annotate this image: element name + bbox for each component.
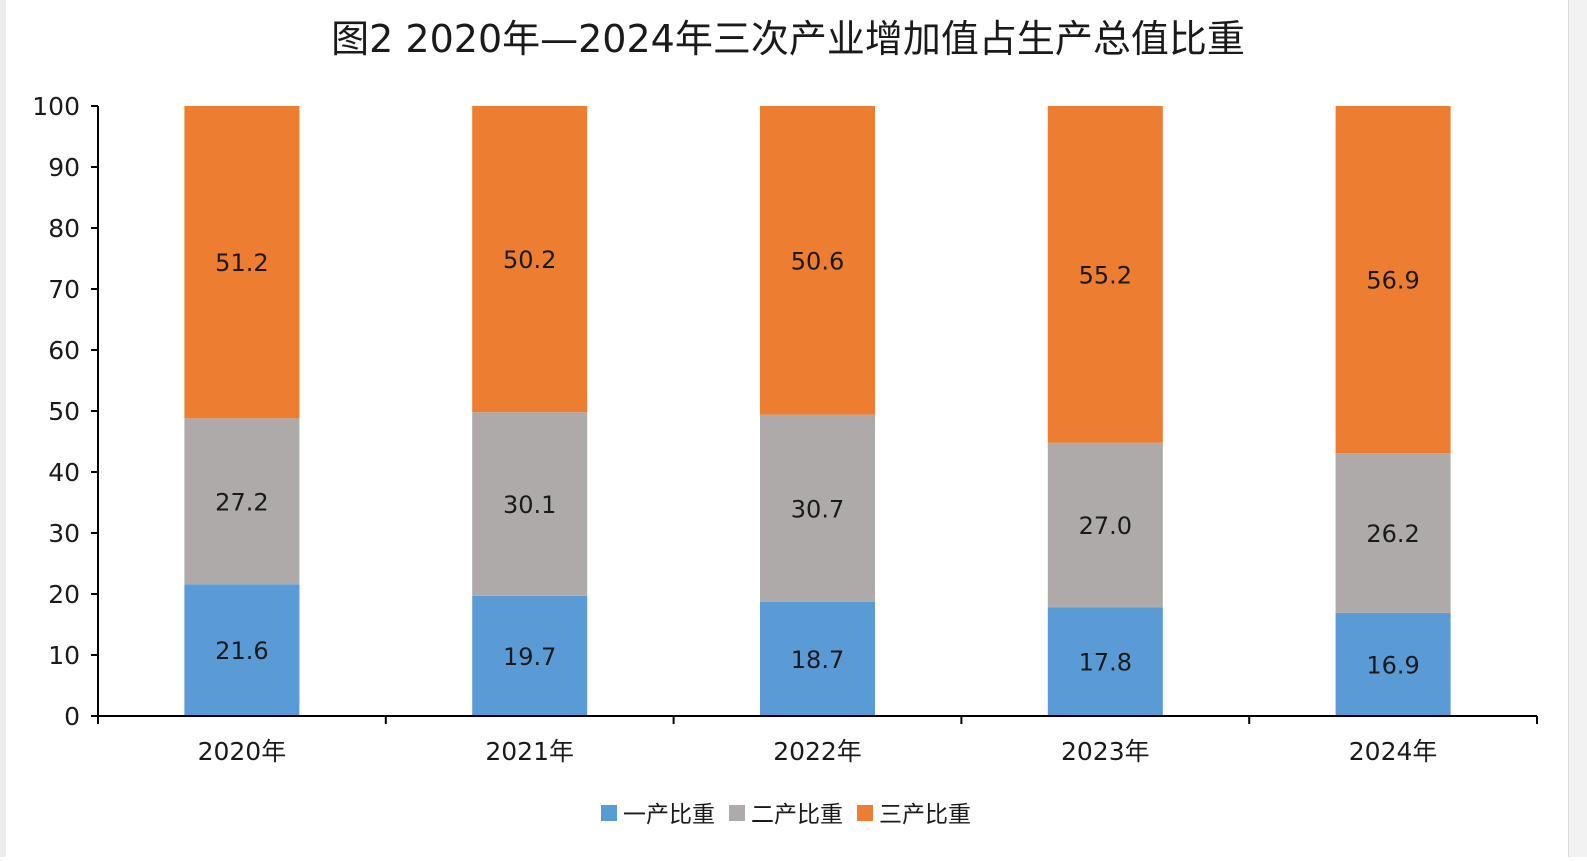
data-label: 26.2 [1366,520,1419,548]
window-scrollbar-track[interactable] [1568,0,1587,857]
y-tick-label: 70 [48,275,80,304]
bar-segment-2-5 [1335,453,1451,613]
bar-segment-1-1 [184,584,300,716]
data-label: 27.2 [215,488,268,516]
chart-title: 图2 2020年—2024年三次产业增加值占生产总值比重 [331,17,1245,61]
bar-segment-3-3 [760,106,875,415]
bar-segment-1-4 [1047,607,1163,716]
bar-segment-1-3 [760,601,875,716]
legend-swatch-3 [857,805,873,821]
y-tick-label: 80 [48,214,80,243]
bar-segment-1-2 [472,595,588,716]
bar-segment-3-4 [1047,106,1163,443]
data-label: 18.7 [791,646,844,674]
data-label: 30.1 [503,491,556,519]
window-left-edge [0,0,6,857]
legend-label-2: 二产比重 [751,802,843,828]
legend-swatch-2 [729,805,745,821]
bar-segment-2-2 [472,412,588,596]
data-label: 21.6 [215,637,268,665]
x-tick-label: 2024年 [1349,737,1438,766]
y-tick-label: 50 [48,397,80,426]
y-tick-label: 60 [48,336,80,365]
axes-group: 0 10 20 30 40 50 60 70 80 90 100 2020年 2021年 2022年 202… [32,92,1538,766]
y-tick-label: 10 [48,641,80,670]
data-label: 50.2 [503,246,556,274]
data-label: 17.8 [1079,649,1132,677]
legend-swatch-1 [601,805,617,821]
data-label: 19.7 [503,643,556,671]
y-tick-label: 0 [64,702,80,731]
bar-segment-3-1 [184,106,300,419]
bar-segment-2-1 [184,418,300,585]
legend: 一产比重 二产比重 三产比重 [601,802,971,828]
bar-segment-1-5 [1335,612,1451,716]
y-tick-label: 20 [48,580,80,609]
y-tick-label: 30 [48,519,80,548]
legend-label-1: 一产比重 [623,802,715,828]
data-label: 16.9 [1366,651,1419,679]
data-label: 27.0 [1079,512,1132,540]
x-tick-label: 2020年 [198,737,287,766]
x-tick-label: 2023年 [1061,737,1150,766]
bars-group: 21.6 27.2 51.2 19.7 30.1 50.2 18.7 30.7 50.6 17.8… [184,106,1451,716]
data-label: 51.2 [215,249,268,277]
y-tick-label: 40 [48,458,80,487]
legend-label-3: 三产比重 [879,802,971,828]
data-label: 30.7 [791,495,844,523]
data-label: 56.9 [1366,267,1419,295]
bar-segment-3-5 [1335,106,1451,454]
bar-segment-2-3 [760,414,875,602]
y-tick-label: 90 [48,153,80,182]
x-tick-label: 2021年 [485,737,574,766]
data-label: 55.2 [1079,261,1132,289]
bar-segment-2-4 [1047,442,1163,608]
y-tick-label: 100 [32,92,80,121]
bar-segment-3-2 [472,106,588,413]
x-tick-label: 2022年 [773,737,862,766]
data-label: 50.6 [791,247,844,275]
